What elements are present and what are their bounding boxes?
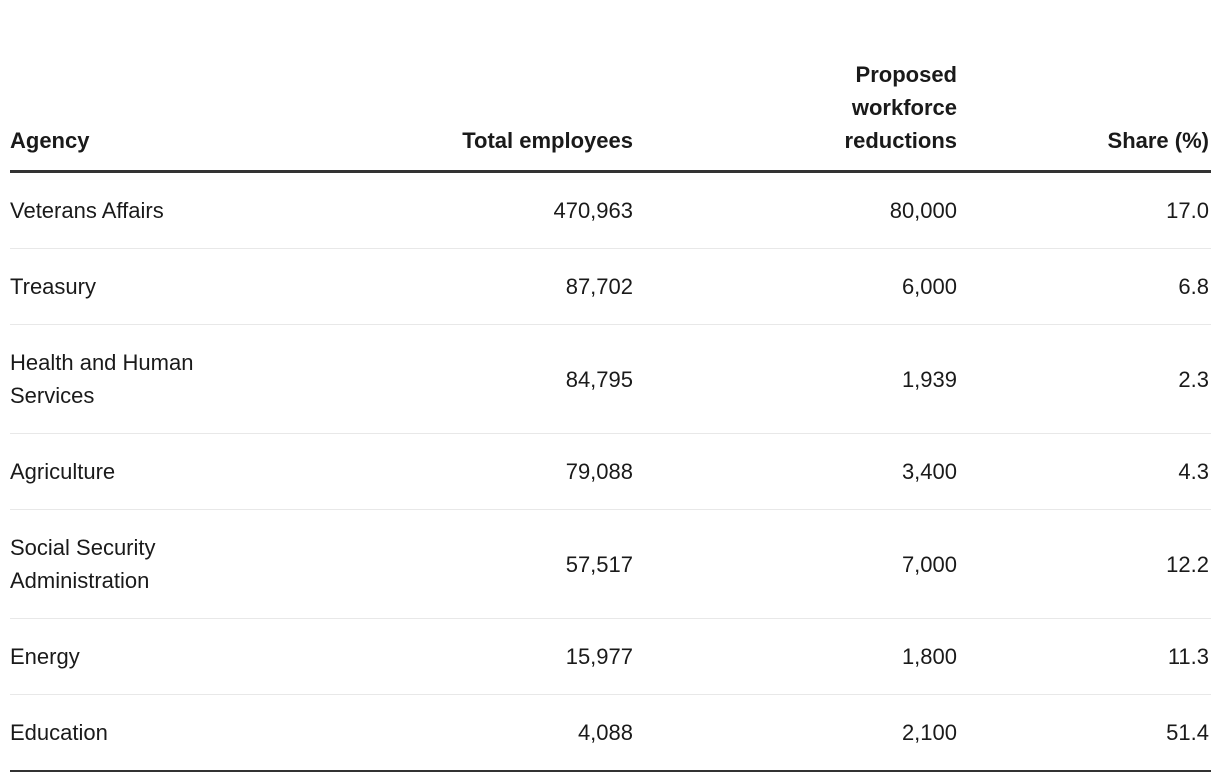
reductions-cell: 6,000 (633, 248, 957, 325)
agency-workforce-table: Agency Total employees Proposed workforc… (10, 4, 1211, 772)
table-row: Social Security Administration 57,517 7,00… (10, 509, 1211, 619)
reductions-cell: 7,000 (633, 509, 957, 619)
column-header-total-employees: Total employees (260, 4, 633, 173)
column-header-proposed-reductions: Proposed workforce reductions (633, 4, 957, 173)
total-employees-cell: 57,517 (260, 509, 633, 619)
total-employees-cell: 15,977 (260, 618, 633, 695)
table-row: Education 4,088 2,100 51.4 (10, 694, 1211, 772)
reductions-cell: 2,100 (633, 694, 957, 772)
share-cell: 4.3 (957, 433, 1211, 510)
share-cell: 17.0 (957, 171, 1211, 249)
share-cell: 51.4 (957, 694, 1211, 772)
agency-cell: Health and Human Services (10, 324, 260, 434)
reductions-cell: 3,400 (633, 433, 957, 510)
total-employees-cell: 470,963 (260, 171, 633, 249)
agency-cell: Veterans Affairs (10, 171, 260, 249)
agency-cell: Education (10, 694, 260, 772)
agency-cell: Agriculture (10, 433, 260, 510)
header-row: Agency Total employees Proposed workforc… (10, 4, 1211, 173)
share-cell: 2.3 (957, 324, 1211, 434)
total-employees-cell: 84,795 (260, 324, 633, 434)
total-employees-cell: 79,088 (260, 433, 633, 510)
reductions-cell: 1,939 (633, 324, 957, 434)
share-cell: 11.3 (957, 618, 1211, 695)
table-row: Health and Human Services 84,795 1,939 2.3 (10, 324, 1211, 434)
table-body: Veterans Affairs 470,963 80,000 17.0 Treasur… (10, 171, 1211, 772)
share-cell: 6.8 (957, 248, 1211, 325)
column-header-proposed-reductions-label: Proposed workforce reductions (844, 62, 957, 153)
column-header-agency: Agency (10, 4, 260, 173)
agency-cell: Energy (10, 618, 260, 695)
table-row: Veterans Affairs 470,963 80,000 17.0 (10, 171, 1211, 249)
column-header-share: Share (%) (957, 4, 1211, 173)
agency-cell: Treasury (10, 248, 260, 325)
reductions-cell: 80,000 (633, 171, 957, 249)
reductions-cell: 1,800 (633, 618, 957, 695)
agency-cell: Social Security Administration (10, 509, 260, 619)
share-cell: 12.2 (957, 509, 1211, 619)
total-employees-cell: 87,702 (260, 248, 633, 325)
table-row: Energy 15,977 1,800 11.3 (10, 618, 1211, 695)
total-employees-cell: 4,088 (260, 694, 633, 772)
table-row: Treasury 87,702 6,000 6.8 (10, 248, 1211, 325)
table-row: Agriculture 79,088 3,400 4.3 (10, 433, 1211, 510)
